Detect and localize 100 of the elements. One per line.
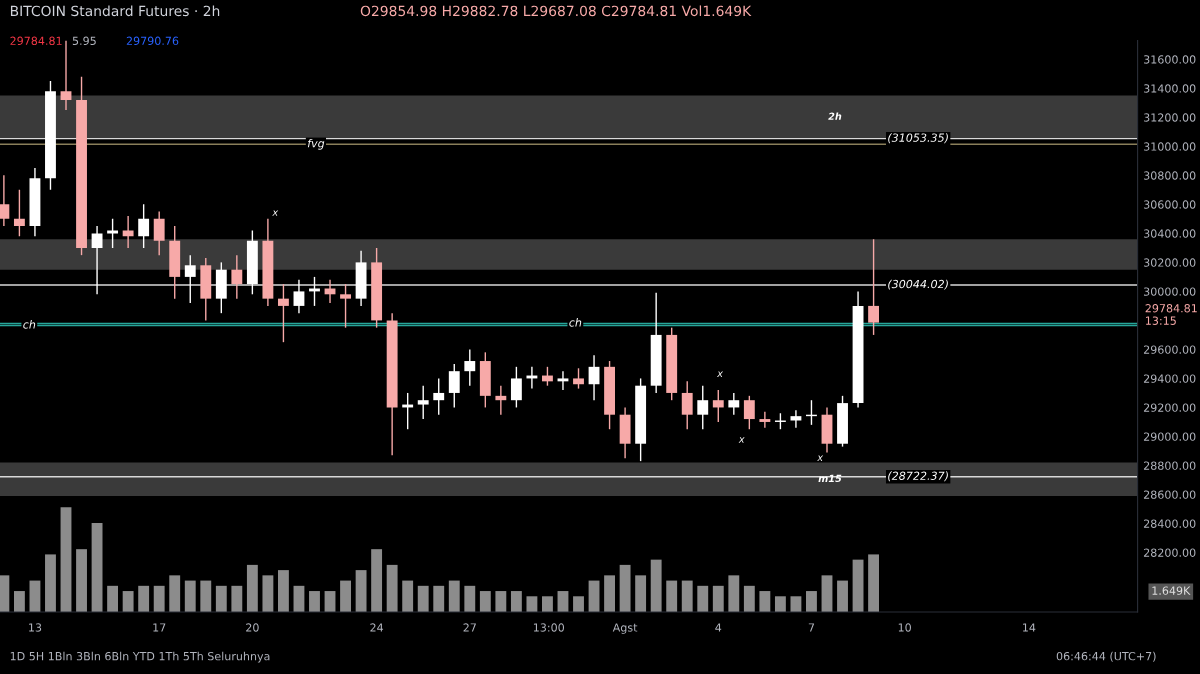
bar xyxy=(821,575,833,612)
bar xyxy=(619,564,631,612)
bar xyxy=(13,591,25,612)
annotation: x xyxy=(738,437,745,443)
y-tick-label: 29200.00 xyxy=(1143,403,1196,412)
x-tick-label: 13 xyxy=(29,623,42,632)
bar xyxy=(743,585,755,612)
candlestick xyxy=(138,203,150,249)
bar xyxy=(371,549,383,612)
x-tick-label: 17 xyxy=(153,623,166,632)
annotation: x xyxy=(716,371,724,377)
candlestick xyxy=(697,384,709,430)
bar xyxy=(153,585,165,612)
bar xyxy=(650,559,662,612)
candlestick xyxy=(153,210,165,256)
bar xyxy=(355,570,367,612)
chart-subtitle: O29854.98 H29882.78 L29687.08 C29784.81 Vol1.649K xyxy=(360,5,752,17)
candlestick xyxy=(573,367,584,390)
candlestick xyxy=(309,276,320,307)
x-tick-label: 13:00 xyxy=(533,623,565,632)
x-tick-label: 24 xyxy=(370,623,384,632)
candlestick xyxy=(868,238,880,336)
x-tick-label: 20 xyxy=(246,623,259,632)
bar xyxy=(309,591,320,612)
candlestick xyxy=(277,283,289,343)
candlestick xyxy=(448,363,460,409)
ref-line-label: fvg xyxy=(307,138,325,150)
candlestick xyxy=(588,354,600,401)
x-tick-label: 10 xyxy=(898,623,911,632)
x-tick-label: 14 xyxy=(1023,623,1036,632)
bar xyxy=(448,580,460,612)
bar xyxy=(402,580,414,612)
bar xyxy=(386,564,398,612)
ref-line-label: (31053.35) xyxy=(888,133,948,144)
candlestick xyxy=(464,348,476,387)
candlestick xyxy=(122,215,134,249)
x-tick-label: 4 xyxy=(715,623,722,632)
candlestick xyxy=(91,225,103,295)
annotation: 29790.76 xyxy=(126,36,179,46)
bar xyxy=(495,591,507,612)
bar xyxy=(433,585,445,612)
bar xyxy=(790,596,802,612)
bar xyxy=(542,596,553,612)
candlestick xyxy=(107,218,119,249)
text: 1D 5H 1Bln 3Bln 6Bln YTD 1Th 5Th Seluruhnya xyxy=(10,651,270,663)
candlestick xyxy=(510,366,522,409)
y-tick-label: 29600.00 xyxy=(1143,345,1196,354)
y-tick-label: 30400.00 xyxy=(1144,229,1196,238)
ref-line-label: (28722.37) xyxy=(888,471,948,482)
x-tick-label: 7 xyxy=(808,623,815,632)
bar xyxy=(76,549,87,612)
y-tick-label: 30800.00 xyxy=(1144,171,1196,180)
y-tick-label: 31200.00 xyxy=(1144,113,1196,122)
bar xyxy=(526,596,538,612)
ref-line-label: ch xyxy=(23,320,36,329)
y-tick-label: 28400.00 xyxy=(1143,519,1196,528)
candlestick xyxy=(495,384,507,416)
bar xyxy=(231,585,243,612)
candlestick xyxy=(13,189,25,237)
y-tick-label: 28800.00 xyxy=(1143,461,1196,470)
y-tick-label: 29400.00 xyxy=(1143,374,1196,383)
bar xyxy=(0,575,10,612)
y-tick-label: 28200.00 xyxy=(1143,548,1196,557)
annotation: 29784.81 xyxy=(10,36,62,46)
candlestick xyxy=(231,254,243,300)
ref-line-label: (30044.02) xyxy=(888,279,948,290)
text: 06:46:44 (UTC+7) xyxy=(1056,651,1156,662)
candlestick xyxy=(433,377,445,416)
bar xyxy=(215,585,227,612)
bar xyxy=(666,580,678,612)
bar xyxy=(60,507,72,612)
bar xyxy=(697,585,709,612)
candlestick xyxy=(324,279,336,304)
bar xyxy=(573,596,584,612)
annotation: 5.95 xyxy=(72,36,96,46)
bar xyxy=(169,575,181,612)
candlestick xyxy=(557,370,569,391)
y-tick-label: 30600.00 xyxy=(1144,200,1196,209)
y-tick-label: 31600.00 xyxy=(1144,55,1196,64)
bar xyxy=(45,554,56,612)
bar xyxy=(464,585,476,612)
text: 29784.81 13:15 xyxy=(1145,304,1197,325)
annotation: x xyxy=(817,455,824,461)
bar xyxy=(868,554,880,612)
x-tick-label: 27 xyxy=(463,623,476,632)
candlestick xyxy=(60,40,72,111)
candlestick xyxy=(681,380,693,430)
bar xyxy=(417,585,429,612)
bar xyxy=(138,585,150,612)
text: 1.649K xyxy=(1152,586,1191,595)
candlestick xyxy=(293,279,305,314)
band-label: m15 xyxy=(818,474,842,483)
candlestick xyxy=(759,411,771,429)
bar xyxy=(184,580,196,612)
y-tick-label: 29000.00 xyxy=(1143,432,1196,441)
bar xyxy=(277,570,289,612)
annotation: x xyxy=(272,210,279,216)
bar xyxy=(759,591,771,612)
candlestick xyxy=(0,174,10,227)
y-tick-label: 31000.00 xyxy=(1144,142,1196,151)
